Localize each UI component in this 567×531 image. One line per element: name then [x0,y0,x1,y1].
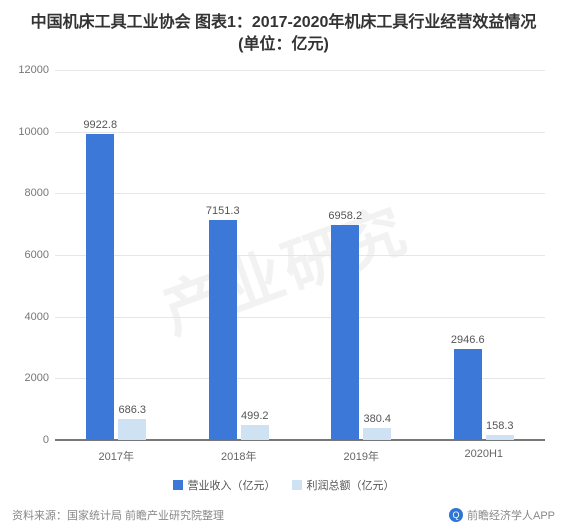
y-tick-label: 2000 [25,372,49,384]
bar: 2946.6 [454,349,482,440]
x-tick-label: 2020H1 [464,448,503,460]
chart-container: 产业研究 中国机床工具工业协会 图表1：2017-2020年机床工具行业经营效益… [0,0,567,531]
bar-value-label: 7151.3 [206,205,240,217]
bar: 7151.3 [209,220,237,440]
bar-value-label: 2946.6 [451,334,485,346]
y-tick-label: 10000 [18,126,49,138]
chart-title: 中国机床工具工业协会 图表1：2017-2020年机床工具行业经营效益情况 (单… [0,0,567,57]
legend-label: 营业收入（亿元） [188,477,276,493]
bar: 9922.8 [86,134,114,440]
bar: 6958.2 [331,225,359,440]
bar-value-label: 158.3 [486,420,514,432]
grid-line [55,440,545,441]
brand: Q 前瞻经济学人APP [449,507,555,523]
y-tick-label: 6000 [25,249,49,261]
brand-logo-icon: Q [449,508,463,522]
legend-swatch [173,480,183,490]
x-tick-label: 2019年 [344,448,379,464]
y-tick-label: 4000 [25,311,49,323]
y-tick-label: 0 [43,434,49,446]
source-label: 资料来源：国家统计局 前瞻产业研究院整理 [12,507,224,523]
bar-group: 6958.2380.42019年 [300,70,423,440]
bar-value-label: 9922.8 [83,119,117,131]
legend-label: 利润总额（亿元） [307,477,395,493]
bar-group: 9922.8686.32017年 [55,70,178,440]
bar: 158.3 [486,435,514,440]
title-line-1: 中国机床工具工业协会 图表1：2017-2020年机床工具行业经营效益情况 [20,12,547,34]
bar-value-label: 686.3 [118,404,146,416]
legend-swatch [292,480,302,490]
bar-value-label: 6958.2 [328,210,362,222]
bar-value-label: 499.2 [241,410,269,422]
footer: 资料来源：国家统计局 前瞻产业研究院整理 Q 前瞻经济学人APP [12,507,555,523]
legend: 营业收入（亿元） 利润总额（亿元） [0,477,567,493]
y-tick-label: 8000 [25,187,49,199]
bar-group: 7151.3499.22018年 [178,70,301,440]
bar: 499.2 [241,425,269,440]
bar-group: 2946.6158.32020H1 [423,70,546,440]
y-tick-label: 12000 [18,64,49,76]
legend-item: 利润总额（亿元） [292,477,395,493]
legend-item: 营业收入（亿元） [173,477,276,493]
bar: 380.4 [363,428,391,440]
title-line-2: (单位：亿元) [20,34,547,56]
x-tick-label: 2017年 [99,448,134,464]
x-tick-label: 2018年 [221,448,256,464]
bar: 686.3 [118,419,146,440]
brand-label: 前瞻经济学人APP [467,507,555,523]
plot-area: 0200040006000800010000120009922.8686.320… [55,70,545,440]
bar-value-label: 380.4 [363,413,391,425]
